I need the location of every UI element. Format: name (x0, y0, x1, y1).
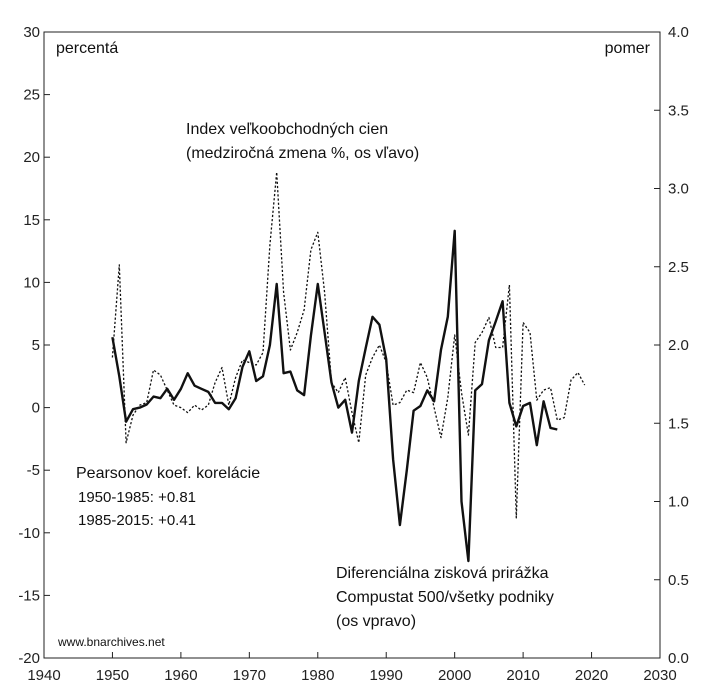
x-tick-label: 2010 (506, 667, 539, 684)
left-axis-label: percentá (56, 40, 118, 57)
x-tick-label: 1940 (27, 667, 60, 684)
left-y-tick-label: 30 (23, 24, 40, 41)
x-tick-label: 1950 (96, 667, 129, 684)
left-y-tick-label: 10 (23, 274, 40, 291)
series-markup-label-line-1: Diferenciálna zisková prirážka (336, 565, 549, 582)
right-y-tick-label: 1.0 (668, 494, 689, 511)
right-y-tick-label: 4.0 (668, 24, 689, 41)
left-y-tick-label: -10 (18, 525, 40, 542)
x-axis: 1940 1950 1960 1970 1980 1990 2000 2010 2020 2030 (27, 652, 677, 684)
right-y-tick-label: 3.5 (668, 102, 689, 119)
left-y-tick-label: -15 (18, 587, 40, 604)
series-wpi-label-line-1: Index veľkoobchodných cien (186, 121, 388, 138)
series-markup-label-line-2: Compustat 500/všetky podniky (336, 589, 554, 606)
right-axis-label: pomer (605, 40, 651, 57)
left-y-tick-label: -20 (18, 650, 40, 667)
x-tick-label: 1970 (233, 667, 266, 684)
x-tick-label: 1960 (164, 667, 197, 684)
x-tick-label: 1990 (370, 667, 403, 684)
right-y-tick-label: 2.5 (668, 259, 689, 276)
series-layer (111, 171, 586, 563)
left-y-tick-label: 20 (23, 149, 40, 166)
series-markup-label-line-3: (os vpravo) (336, 613, 416, 630)
left-y-tick-label: 0 (32, 400, 40, 417)
source-note: www.bnarchives.net (57, 635, 165, 649)
right-y-axis: 0.0 0.5 1.0 1.5 2.0 2.5 3.0 3.5 4.0 (654, 24, 689, 667)
left-y-axis: -20 -15 -10 -5 0 5 10 15 20 25 30 (18, 24, 50, 667)
right-y-tick-label: 1.5 (668, 415, 689, 432)
right-y-tick-label: 2.0 (668, 337, 689, 354)
left-y-tick-label: -5 (27, 462, 40, 479)
series-line-wholesale-price-index (111, 171, 586, 519)
correlation-line-1: 1950-1985: +0.81 (78, 489, 196, 506)
x-tick-label: 2000 (438, 667, 471, 684)
correlation-title: Pearsonov koef. korelácie (76, 465, 260, 482)
series-line-differential-markup (111, 229, 558, 563)
x-tick-label: 2030 (643, 667, 676, 684)
x-tick-label: 2020 (575, 667, 608, 684)
correlation-line-2: 1985-2015: +0.41 (78, 512, 196, 529)
right-y-tick-label: 0.0 (668, 650, 689, 667)
right-y-tick-label: 0.5 (668, 572, 689, 589)
left-y-tick-label: 5 (32, 337, 40, 354)
left-y-tick-label: 25 (23, 87, 40, 104)
x-tick-label: 1980 (301, 667, 334, 684)
right-y-tick-label: 3.0 (668, 181, 689, 198)
left-y-tick-label: 15 (23, 212, 40, 229)
series-wpi-label-line-2: (medziročná zmena %, os vľavo) (186, 145, 419, 162)
